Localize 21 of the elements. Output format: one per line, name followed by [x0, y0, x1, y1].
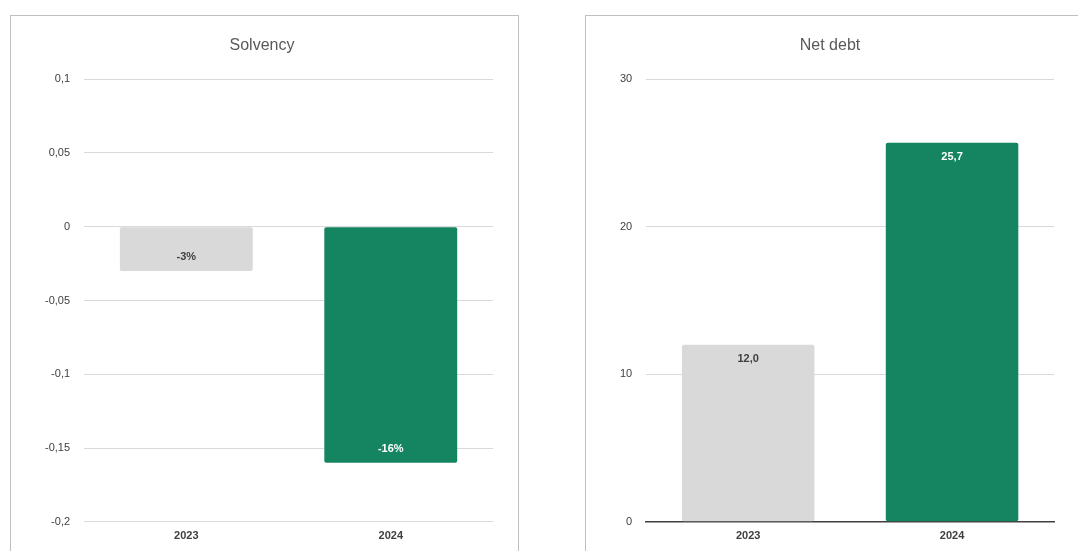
y-tick-label: 0	[63, 219, 71, 232]
y-tick-label: 10	[619, 367, 633, 380]
x-tick-label: 2024	[939, 529, 966, 542]
y-tick-label: 0,05	[48, 146, 71, 158]
y-tick-label: -0,2	[51, 514, 71, 527]
y-tick-label: -0,05	[44, 293, 71, 306]
y-tick-label: 0	[626, 514, 633, 527]
chart-title: Solvency	[229, 36, 295, 54]
y-tick-label: -0,15	[44, 441, 71, 454]
y-tick-label: 30	[619, 72, 633, 85]
x-tick-label: 2023	[174, 529, 199, 542]
data-label: -3%	[176, 250, 197, 263]
x-tick-label: 2024	[378, 529, 404, 542]
y-tick-label: 0,1	[54, 72, 71, 85]
x-tick-label: 2023	[735, 529, 761, 542]
data-label: -16%	[377, 441, 404, 454]
chart-title: Net debt	[799, 36, 861, 54]
data-label: 12,0	[737, 351, 759, 364]
data-label: 25,7	[941, 149, 963, 162]
y-tick-label: 20	[619, 219, 633, 232]
y-tick-label: -0,1	[51, 367, 71, 380]
